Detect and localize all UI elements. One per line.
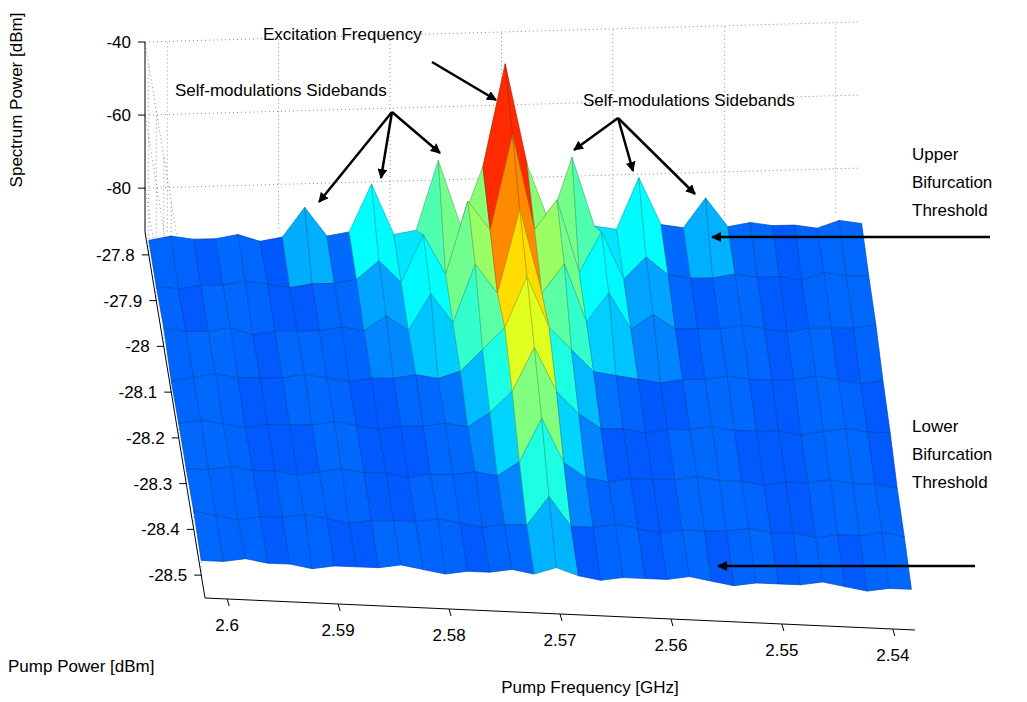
annotation: Upper Bifurcation Threshold [912,145,992,220]
x-tick-label: 2.56 [654,636,687,655]
annotation-line: Lower [912,417,959,436]
annotation-arrow [618,118,695,194]
y-tick-label: -27.8 [96,246,135,265]
background [0,0,1027,702]
y-tick [149,300,156,301]
x-tick [449,609,451,616]
z-tick [138,188,145,189]
chart: 2.6 2.59 2.58 2.57 2.56 2.55 2.54 -27.8 -27.9 -28… [0,0,1027,702]
y-axis-line [145,232,205,598]
annotation-line: Threshold [912,201,988,220]
surface-cell [882,533,911,590]
x-tick [782,624,784,631]
surface [149,64,912,591]
grid-line [148,65,149,255]
y-tick [172,437,179,438]
grid [145,22,858,575]
annotation-line: Threshold [912,473,988,492]
x-tick-label: 2.57 [543,631,576,650]
surface-cell [861,380,890,432]
x-tick [227,599,229,606]
y-tick-label: -28.4 [141,520,180,539]
grid-line [724,26,725,216]
annotation-arrow [432,62,496,100]
y-tick-label: -28.3 [134,475,173,494]
y-axis-title: Pump Power [dBm] [8,657,154,676]
annotation-arrow [712,236,990,239]
axes [138,42,915,636]
y-tick-label: -28.2 [126,429,165,448]
x-tick-label: 2.6 [215,616,239,635]
annotation: Self-modulations Sidebands [583,91,795,110]
z-axis-line [145,42,146,232]
z-tick [138,115,145,116]
y-tick-label: -27.9 [104,292,143,311]
y-tick [194,575,201,576]
x-tick [671,619,673,626]
annotation-arrow [392,112,440,153]
surface-cell [875,484,904,537]
y-tick [164,392,171,393]
z-tick-label: -80 [106,179,131,198]
surface-cell [846,276,875,328]
grid-line [278,38,279,228]
grid-line [167,41,168,231]
grid-line [835,23,836,213]
y-tick-label: -28 [125,337,150,356]
z-tick-label: -60 [106,106,131,125]
annotation: Lower Bifurcation Threshold [912,417,992,492]
y-tick-label: -28.5 [149,566,188,585]
annotations: Excitation Frequency Self-modulations Sid… [175,25,992,566]
y-tick [187,529,194,530]
annotation-line: Bifurcation [912,173,992,192]
x-axis-title: Pump Frequency [GHz] [501,678,679,697]
annotation-arrow [319,112,392,202]
x-tick [338,604,340,611]
y-tick [142,254,149,255]
z-tick [138,42,145,43]
x-tick [893,629,895,636]
x-tick-label: 2.54 [876,646,909,665]
annotation-line: Bifurcation [912,445,992,464]
annotation: Excitation Frequency [263,25,422,44]
x-tick-label: 2.59 [322,621,355,640]
x-axis-line [205,598,915,630]
annotation: Self-modulations Sidebands [175,81,387,100]
surface-cell [854,324,883,383]
z-axis-title: Spectrum Power [dBm] [7,13,26,188]
y-tick-label: -28.1 [119,383,158,402]
annotation-arrow [574,118,618,150]
y-tick [157,346,164,347]
x-tick [560,614,562,621]
surface-cell [868,432,897,488]
grid-line [612,29,613,219]
grid-line [145,22,858,42]
x-tick-label: 2.58 [433,626,466,645]
annotation-arrow [718,565,975,568]
z-tick-label: -40 [106,33,131,52]
tick-labels: 2.6 2.59 2.58 2.57 2.56 2.55 2.54 -27.8 -27.9 -28… [96,33,909,665]
x-tick-label: 2.55 [765,641,798,660]
annotation-line: Upper [912,145,959,164]
y-tick [179,483,186,484]
surface-cell [839,220,868,276]
